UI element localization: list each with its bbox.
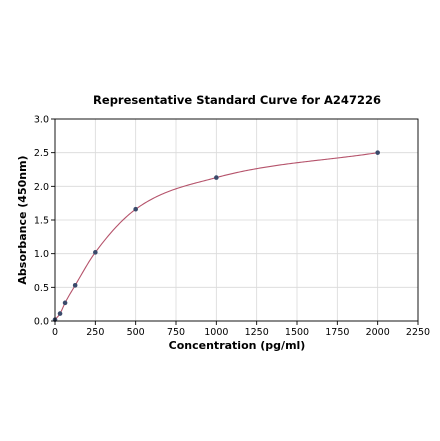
y-tick-label: 2.5: [34, 148, 49, 159]
data-point: [214, 175, 219, 180]
y-tick-label: 1.5: [34, 216, 49, 227]
x-tick-label: 1750: [325, 327, 349, 338]
y-axis-ticks: 0.0 0.5 1.0 1.5 2.0 2.5 3.0: [34, 115, 55, 328]
x-axis-label: Concentration (pg/ml): [169, 339, 306, 352]
y-tick-label: 0.5: [34, 283, 49, 294]
data-point: [93, 250, 98, 255]
data-point: [133, 206, 138, 212]
data-point: [72, 283, 78, 288]
x-tick-label: 2250: [406, 327, 430, 338]
y-tick-label: 0.0: [34, 317, 49, 328]
x-tick-label: 2000: [366, 327, 390, 338]
data-point: [375, 150, 380, 155]
grid-lines: [54, 118, 419, 322]
x-tick-label: 500: [127, 327, 145, 338]
chart-title: Representative Standard Curve for A24722…: [93, 93, 381, 107]
x-tick-label: 0: [52, 327, 58, 338]
data-point: [57, 311, 63, 316]
y-tick-label: 1.0: [34, 249, 49, 260]
y-tick-label: 3.0: [34, 115, 49, 126]
x-tick-label: 750: [167, 327, 185, 338]
x-tick-label: 1250: [245, 327, 269, 338]
x-tick-label: 1500: [285, 327, 309, 338]
x-axis-ticks: 0 250 500 750 1000 1250 1500 1750 2000 2250: [52, 321, 430, 338]
data-point: [62, 300, 68, 306]
x-tick-label: 1000: [204, 327, 228, 338]
y-tick-label: 2.0: [34, 182, 49, 193]
x-tick-label: 250: [86, 327, 104, 338]
y-axis-label: Absorbance (450nm): [16, 155, 29, 284]
